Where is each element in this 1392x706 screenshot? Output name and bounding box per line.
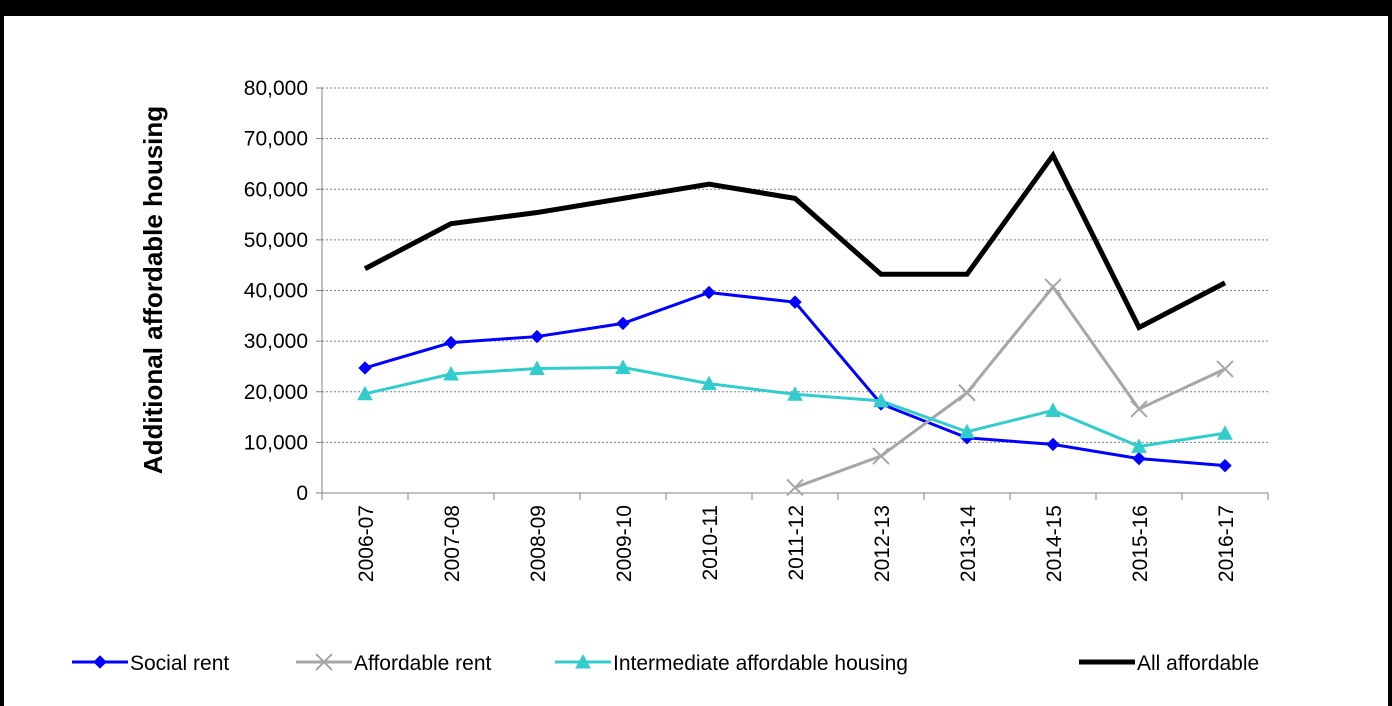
y-axis-label: Additional affordable housing [138,106,168,474]
data-point [444,335,458,350]
data-point [1046,437,1060,452]
axes [316,87,1269,500]
legend: Social rent Affordable rent Intermediate a… [72,652,1259,675]
data-point [1045,402,1061,417]
legend-label: All affordable [1137,652,1259,675]
data-point [787,386,803,401]
series-line-3 [363,150,1227,331]
x-tick-label: 2014-15 [1043,505,1066,582]
data-point [1216,360,1234,378]
legend-label: Affordable rent [354,652,492,675]
y-tick-label: 20,000 [244,381,308,404]
data-point [1130,400,1148,418]
y-tick-label: 0 [296,482,308,505]
data-point [530,329,544,344]
x-tick-label: 2011-12 [785,505,808,581]
series-markers [357,278,1234,497]
x-tick-label: 2015-16 [1129,505,1152,582]
y-tick-label: 30,000 [244,330,308,353]
data-point [788,295,802,309]
x-tick-label: 2006-07 [355,505,378,582]
series-line-1 [794,284,1226,489]
x-tick-labels: 2006-07 2007-08 2008-09 2009-10 2010-11 2011-… [355,505,1238,582]
x-tick-label: 2010-11 [699,505,722,581]
data-point [529,360,545,375]
data-point [1217,425,1233,440]
x-tick-label: 2009-10 [613,505,636,582]
series-line-0 [364,290,1226,468]
data-point [1131,438,1147,453]
data-point [616,316,630,331]
data-point [443,365,459,381]
data-point [358,361,372,375]
y-tick-labels: 0 10,000 20,000 30,000 40,000 50,000 60,000 70,… [244,77,308,505]
data-point [1132,451,1146,466]
legend-label: Social rent [130,652,229,675]
y-tick-label: 40,000 [244,280,308,303]
data-point [357,385,373,401]
x-tick-label: 2013-14 [957,505,980,582]
legend-marker [93,655,107,669]
data-point [872,447,890,465]
x-tick-label: 2008-09 [527,505,550,582]
series-line-2 [364,365,1226,448]
data-point [701,375,717,391]
data-point [873,392,889,408]
data-point [1044,278,1062,296]
x-tick-label: 2012-13 [871,505,894,582]
y-tick-label: 60,000 [244,178,308,201]
x-tick-label: 2007-08 [441,505,464,582]
y-tick-label: 70,000 [244,128,308,151]
chart-frame [4,16,1388,706]
y-tick-label: 80,000 [244,77,308,100]
y-tick-label: 10,000 [244,431,308,454]
legend-label: Intermediate affordable housing [613,652,908,675]
data-point [1218,458,1232,473]
data-point [702,285,716,300]
legend-marker [575,653,591,669]
data-point [615,359,631,374]
y-tick-label: 50,000 [244,229,308,252]
data-point [959,423,975,439]
data-point [786,478,804,497]
legend-marker [315,653,333,671]
x-tick-label: 2016-17 [1215,505,1238,582]
series-lines [363,150,1227,489]
data-point [958,384,976,402]
